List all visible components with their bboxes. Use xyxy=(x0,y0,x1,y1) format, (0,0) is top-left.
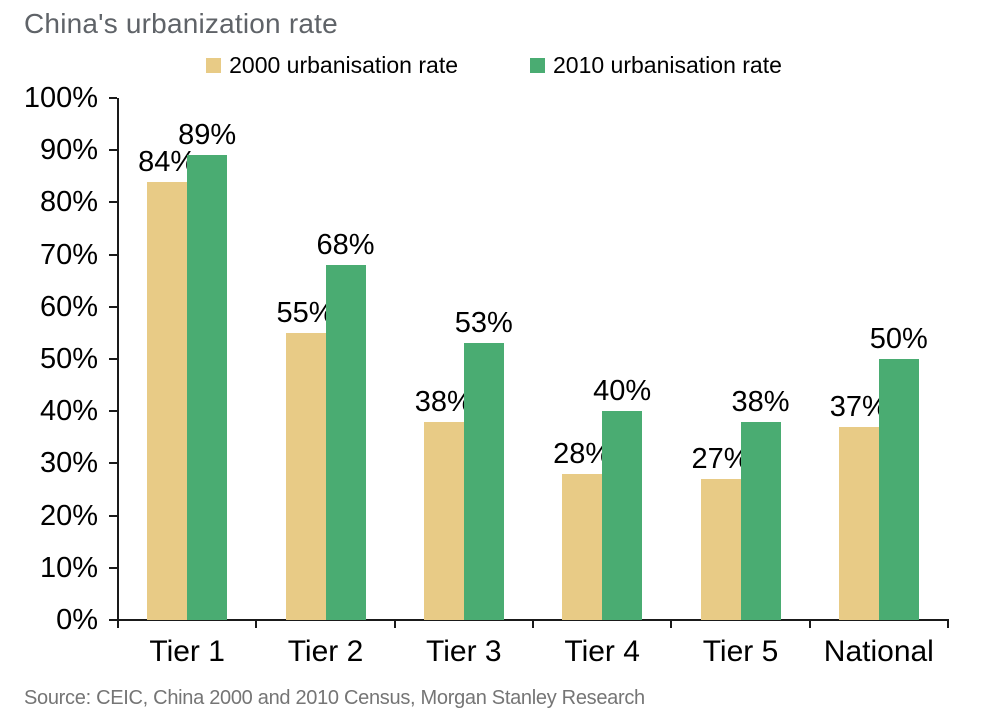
y-tick-mark xyxy=(109,462,117,465)
y-tick-mark xyxy=(109,305,117,308)
value-label: 38% xyxy=(731,386,790,418)
bar-2010-tier-5 xyxy=(740,422,781,620)
y-tick-label: 90% xyxy=(39,134,98,167)
value-label: 84% xyxy=(138,146,197,178)
category-label-national: National xyxy=(823,635,934,668)
value-label: 53% xyxy=(454,307,513,339)
category-label-tier-3: Tier 3 xyxy=(426,635,502,668)
y-tick-label: 60% xyxy=(39,290,98,323)
bar-2000-tier-2 xyxy=(285,333,326,620)
value-label: 28% xyxy=(553,438,612,470)
legend: 2000 urbanisation rate 2010 urbanisation… xyxy=(0,52,988,79)
x-tick-mark xyxy=(117,620,119,628)
y-tick-label: 70% xyxy=(39,238,98,271)
y-tick-mark xyxy=(109,514,117,517)
y-tick-label: 40% xyxy=(39,395,98,428)
y-tick-label: 80% xyxy=(39,186,98,219)
y-tick-label: 10% xyxy=(39,551,98,584)
bar-2010-national xyxy=(878,359,919,620)
category-label-tier-1: Tier 1 xyxy=(149,635,225,668)
y-tick-label: 30% xyxy=(39,447,98,480)
x-tick-mark xyxy=(393,620,396,628)
y-tick-mark xyxy=(109,149,117,152)
y-tick-mark xyxy=(109,619,117,621)
category-label-tier-2: Tier 2 xyxy=(287,635,364,668)
y-tick-label: 50% xyxy=(39,343,98,375)
y-axis-line xyxy=(117,98,119,622)
legend-item-2000: 2000 urbanisation rate xyxy=(206,52,458,79)
value-label: 89% xyxy=(178,119,237,151)
value-label: 68% xyxy=(316,229,375,261)
y-tick-mark xyxy=(109,410,117,413)
y-tick-mark xyxy=(109,97,117,99)
value-label: 50% xyxy=(869,323,928,355)
y-tick-label: 0% xyxy=(56,604,98,636)
y-tick-label: 20% xyxy=(39,499,98,532)
bar-2000-tier-4 xyxy=(562,474,603,620)
bar-2010-tier-1 xyxy=(187,155,228,620)
bar-2000-tier-1 xyxy=(147,182,188,620)
bar-2000-national xyxy=(838,427,879,620)
x-tick-mark xyxy=(808,620,811,628)
bar-2000-tier-5 xyxy=(700,479,741,620)
chart-title: China's urbanization rate xyxy=(24,8,338,39)
value-label: 38% xyxy=(414,386,473,418)
legend-swatch-2000-icon xyxy=(206,58,222,73)
x-tick-mark xyxy=(670,620,673,628)
bar-2000-tier-3 xyxy=(423,422,464,620)
bar-2010-tier-4 xyxy=(602,411,643,620)
category-label-tier-4: Tier 4 xyxy=(564,635,640,668)
y-tick-mark xyxy=(109,358,117,360)
value-label: 40% xyxy=(593,375,652,407)
y-tick-mark xyxy=(109,201,117,204)
value-label: 55% xyxy=(276,297,335,329)
value-label: 37% xyxy=(829,391,888,423)
source-note: Source: CEIC, China 2000 and 2010 Census… xyxy=(24,687,645,709)
bar-2010-tier-3 xyxy=(463,343,504,620)
legend-label-2000: 2000 urbanisation rate xyxy=(229,52,458,78)
x-tick-mark xyxy=(947,620,949,628)
legend-label-2010: 2010 urbanisation rate xyxy=(553,52,782,78)
legend-swatch-2010-icon xyxy=(530,58,545,73)
value-label: 27% xyxy=(691,443,750,475)
x-tick-mark xyxy=(255,620,258,628)
x-tick-mark xyxy=(532,620,534,628)
category-label-tier-5: Tier 5 xyxy=(702,635,779,668)
y-tick-mark xyxy=(109,253,117,256)
legend-item-2010: 2010 urbanisation rate xyxy=(530,52,782,79)
y-tick-mark xyxy=(109,566,117,569)
bar-2010-tier-2 xyxy=(325,265,366,620)
y-tick-label: 100% xyxy=(23,82,98,114)
